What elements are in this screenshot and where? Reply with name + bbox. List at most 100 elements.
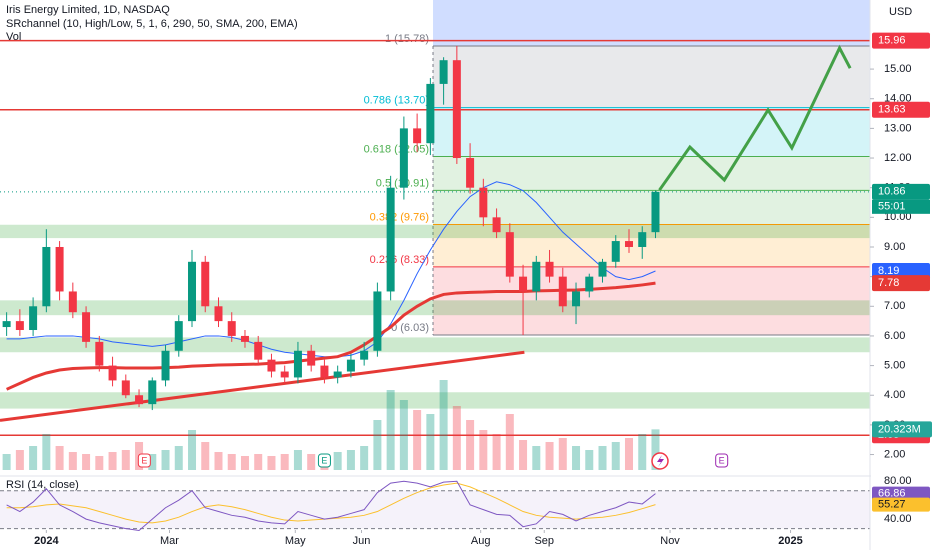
candle-body xyxy=(267,359,276,372)
volume-bar xyxy=(121,450,130,470)
candle-body xyxy=(293,350,302,378)
y-tick-label: 15.00 xyxy=(884,63,912,75)
fib-band xyxy=(433,107,870,157)
y-tick-label: 12.00 xyxy=(884,152,912,164)
rsi-tag: 66.86 xyxy=(878,488,906,500)
fib-label: 0.618 (12.05) xyxy=(364,143,429,155)
y-tick-label: 5.00 xyxy=(884,359,905,371)
volume-bar xyxy=(227,454,236,470)
alert-icon[interactable] xyxy=(651,452,669,470)
volume-bar xyxy=(214,452,223,470)
volume-bar xyxy=(466,420,475,470)
candle-body xyxy=(346,359,355,372)
volume-bar xyxy=(360,446,369,470)
fib-label: 0 (6.03) xyxy=(391,322,429,334)
candle-body xyxy=(452,60,461,159)
volume-bar xyxy=(307,454,316,470)
volume-bar xyxy=(611,442,620,470)
candle-body xyxy=(161,350,170,381)
volume-bar xyxy=(15,450,24,470)
candle-body xyxy=(505,232,514,277)
candle-body xyxy=(135,395,144,405)
price-line-tag-bg xyxy=(872,101,930,118)
price-pane: 1 (15.78)0.786 (13.70)0.618 (12.05)0.5 (… xyxy=(0,0,870,470)
volume-bar xyxy=(201,442,210,470)
candle-body xyxy=(42,246,51,307)
rsi-title: RSI (14, close) xyxy=(6,479,79,491)
y-tick-label: 9.00 xyxy=(884,241,905,253)
candle-body xyxy=(572,291,581,307)
volume-bar xyxy=(426,414,435,470)
ma-tag-bg xyxy=(872,263,930,280)
indicator-label: SRchannel (10, High/Low, 5, 1, 6, 290, 5… xyxy=(6,18,298,30)
event-label: E xyxy=(719,455,725,465)
volume-bar xyxy=(29,446,38,470)
candle-body xyxy=(519,276,528,292)
candle-body xyxy=(15,321,24,331)
fib-band xyxy=(433,45,870,108)
volume-bar xyxy=(572,446,581,470)
volume-tag-bg xyxy=(872,421,932,438)
candle-body xyxy=(585,276,594,292)
candle-body xyxy=(479,187,488,218)
price-line-tag-bg xyxy=(872,32,930,49)
y-tick-label: 2.00 xyxy=(884,448,905,460)
ma-tag: 8.19 xyxy=(878,265,899,277)
candle-body xyxy=(121,380,130,396)
sr-zone xyxy=(0,300,870,316)
projection-path xyxy=(658,44,852,191)
volume-bar xyxy=(638,434,647,470)
candle-body xyxy=(307,350,316,366)
sr-zone xyxy=(0,392,870,409)
x-tick-label: Sep xyxy=(534,535,554,547)
fib-label: 0.382 (9.76) xyxy=(370,211,429,223)
volume-bar xyxy=(267,456,276,470)
volume-bar xyxy=(148,454,157,470)
volume-bar xyxy=(439,380,448,470)
volume-bar xyxy=(624,438,633,470)
rsi-tag-bg xyxy=(872,486,930,501)
y-tick-label: 7.00 xyxy=(884,300,905,312)
candle-body xyxy=(240,335,249,342)
y-tick-label: 13.00 xyxy=(884,122,912,134)
candle-body xyxy=(320,365,329,378)
volume-bar xyxy=(161,450,170,470)
candle-body xyxy=(227,321,236,336)
candle-body xyxy=(399,128,408,188)
volume-bar xyxy=(558,438,567,470)
volume-bar xyxy=(479,430,488,470)
volume-bar xyxy=(373,420,382,470)
rsi-tick-label: 80.00 xyxy=(884,475,912,487)
candle-body xyxy=(386,187,395,292)
volume-bar xyxy=(2,454,11,470)
volume-bar xyxy=(333,452,342,470)
rsi-tick-label: 40.00 xyxy=(884,513,912,525)
candle-body xyxy=(108,365,117,381)
candle-body xyxy=(201,261,210,307)
fib-band xyxy=(433,156,870,191)
candle-body xyxy=(2,321,11,328)
x-tick-label: 2024 xyxy=(34,535,59,547)
candle-body xyxy=(55,246,64,292)
volume-bar xyxy=(545,442,554,470)
candle-body xyxy=(638,232,647,247)
fib-top-zone xyxy=(433,0,870,46)
volume-bar xyxy=(585,450,594,470)
rsi-ma-tag: 55.27 xyxy=(878,499,906,511)
candle-body xyxy=(95,341,104,366)
volume-bar xyxy=(280,454,289,470)
volume-bar xyxy=(293,450,302,470)
candle-body xyxy=(82,312,91,342)
rsi-band xyxy=(0,490,870,529)
candle-body xyxy=(373,291,382,351)
x-tick-label: Nov xyxy=(660,535,680,547)
rsi-pane: RSI (14, close) xyxy=(0,479,870,532)
symbol-title: Iris Energy Limited, 1D, NASDAQ xyxy=(6,4,170,16)
event-label: E xyxy=(321,455,327,465)
last-price-tag-bg xyxy=(872,183,930,200)
candle-body xyxy=(532,261,541,292)
candle-body xyxy=(413,128,422,144)
fib-label: 0.236 (8.33) xyxy=(370,254,429,266)
candle-body xyxy=(333,371,342,378)
volume-bar xyxy=(413,410,422,470)
